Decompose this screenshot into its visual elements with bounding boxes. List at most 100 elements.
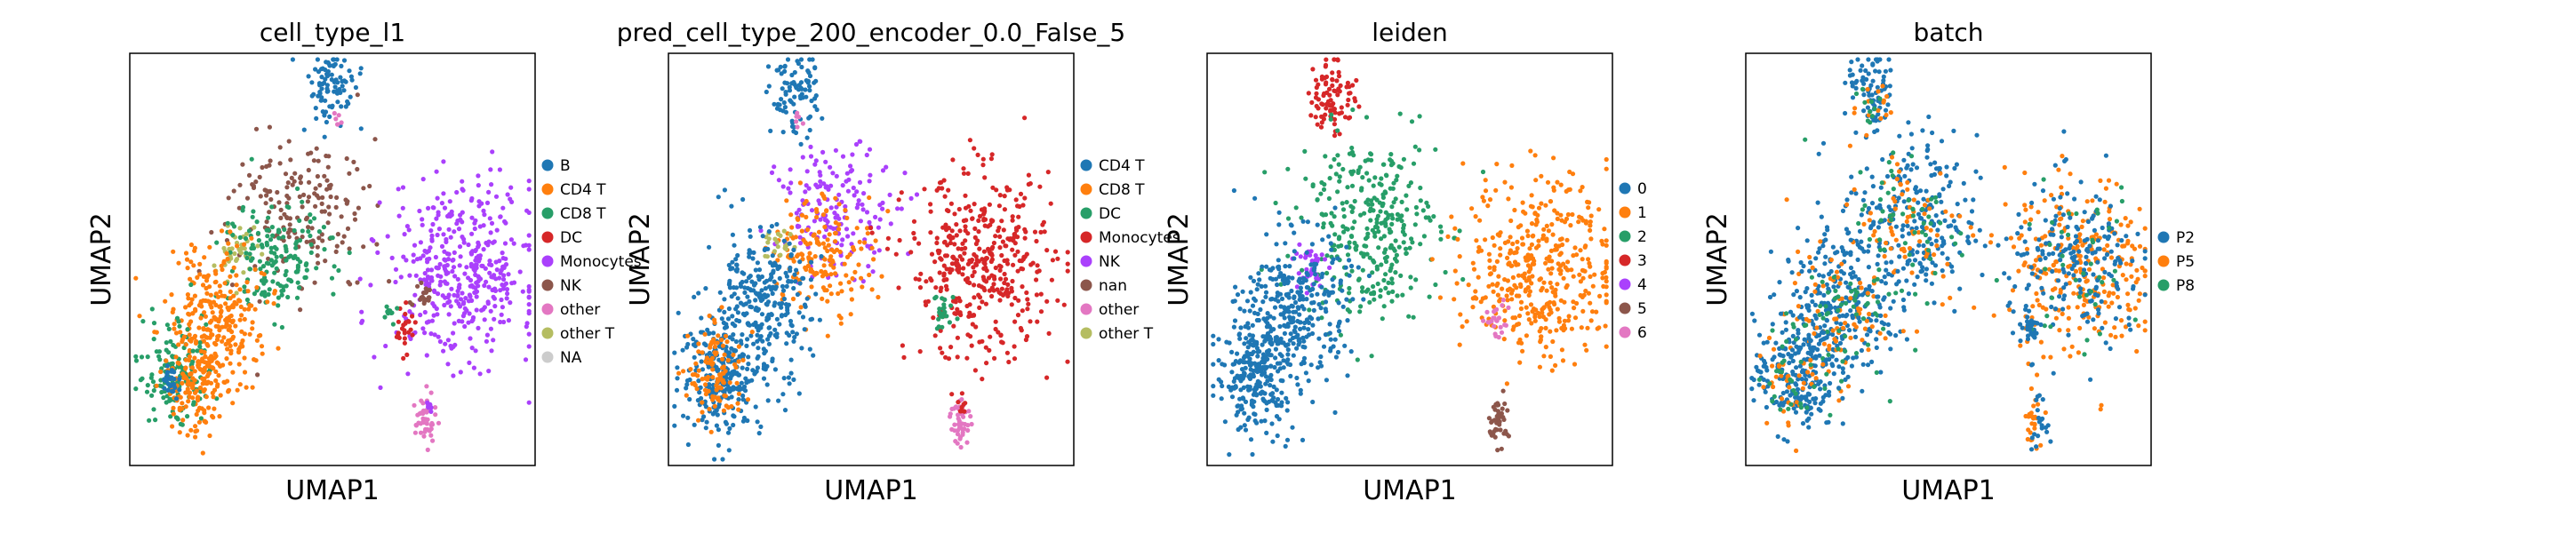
umap-point <box>356 205 361 211</box>
umap-point <box>1541 354 1547 359</box>
umap-point <box>794 267 799 273</box>
umap-point <box>171 411 176 417</box>
umap-point <box>808 277 814 282</box>
umap-point <box>1282 277 1287 282</box>
umap-point <box>1244 336 1249 341</box>
umap-point <box>991 282 996 287</box>
umap-point <box>1335 153 1340 158</box>
umap-point <box>358 126 364 131</box>
umap-point <box>769 170 775 175</box>
umap-point <box>1331 344 1336 349</box>
umap-point <box>1346 97 1351 103</box>
umap-point <box>1002 271 1007 277</box>
umap-point <box>1233 284 1238 290</box>
umap-point <box>477 224 483 229</box>
umap-point <box>719 338 724 343</box>
umap-point <box>420 222 425 227</box>
umap-point <box>1332 410 1338 415</box>
umap-point <box>806 115 812 121</box>
umap-point <box>1850 84 1855 89</box>
umap-point <box>1391 180 1396 186</box>
umap-point <box>809 259 814 265</box>
umap-point <box>981 266 987 271</box>
umap-point <box>942 253 948 259</box>
umap-point <box>1487 429 1492 434</box>
umap-point <box>1483 237 1488 243</box>
umap-point <box>332 110 337 116</box>
umap-point <box>269 263 275 268</box>
umap-point <box>936 251 941 256</box>
umap-point <box>776 398 781 403</box>
umap-point <box>715 340 720 346</box>
umap-point <box>1368 290 1374 297</box>
umap-point <box>884 164 889 170</box>
umap-point <box>428 267 435 273</box>
umap-point <box>425 267 431 273</box>
umap-point <box>699 359 704 364</box>
umap-point <box>489 182 494 187</box>
umap-point <box>421 434 427 439</box>
umap-point <box>1248 437 1254 442</box>
umap-point <box>792 69 797 76</box>
umap-point <box>1250 322 1255 328</box>
umap-point <box>747 251 752 256</box>
umap-point <box>1281 273 1287 278</box>
umap-point <box>1219 396 1224 402</box>
umap-point <box>285 180 291 186</box>
umap-point <box>1008 236 1013 242</box>
legend-marker <box>1619 302 1631 314</box>
umap-point <box>403 311 408 317</box>
umap-point <box>270 233 276 238</box>
umap-point <box>1868 120 1873 125</box>
umap-point <box>1372 175 1378 180</box>
umap-point <box>740 386 745 392</box>
umap-point <box>505 192 510 197</box>
umap-point <box>888 221 893 227</box>
umap-point <box>1505 255 1510 260</box>
umap-point <box>807 127 812 133</box>
umap-point <box>265 234 270 239</box>
umap-point <box>972 202 977 207</box>
umap-point <box>1541 227 1547 232</box>
umap-point <box>309 80 315 85</box>
umap-point <box>521 243 526 249</box>
umap-point <box>729 394 734 400</box>
umap-point <box>730 314 735 319</box>
umap-point <box>1055 256 1060 261</box>
umap-point <box>942 239 948 244</box>
umap-point <box>169 375 174 380</box>
umap-point <box>1870 61 1876 67</box>
umap-point <box>1375 281 1380 287</box>
umap-point <box>774 316 780 322</box>
umap-point <box>185 327 190 332</box>
umap-point <box>270 279 276 284</box>
umap-point <box>993 265 998 271</box>
umap-point <box>1404 207 1410 212</box>
umap-point <box>1395 211 1400 217</box>
umap-point <box>1285 166 1291 171</box>
umap-point <box>1390 161 1396 166</box>
umap-point <box>231 265 236 270</box>
umap-point <box>1382 256 1388 261</box>
umap-point <box>145 354 150 360</box>
umap-point <box>760 338 765 344</box>
umap-point <box>1268 383 1273 388</box>
umap-point <box>911 230 916 236</box>
umap-point <box>159 389 164 395</box>
umap-point <box>1022 235 1028 241</box>
umap-point <box>1868 109 1873 115</box>
umap-point <box>273 259 278 264</box>
umap-point <box>269 204 275 210</box>
umap-point <box>731 332 736 338</box>
umap-point <box>314 266 319 271</box>
umap-point <box>804 198 809 204</box>
umap-point <box>1359 289 1365 294</box>
umap-point <box>928 230 933 235</box>
umap-point <box>1256 271 1261 276</box>
umap-point <box>436 227 442 232</box>
umap-point <box>418 430 424 435</box>
umap-point <box>1537 329 1542 334</box>
umap-point <box>1481 318 1486 323</box>
umap-point <box>1550 338 1556 345</box>
